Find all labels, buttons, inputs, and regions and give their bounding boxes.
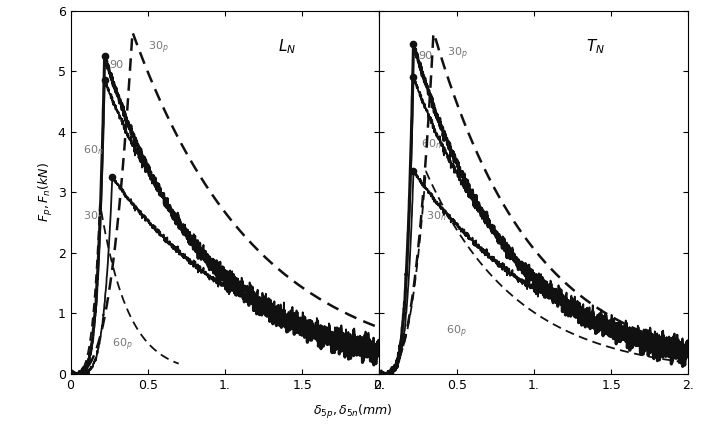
Text: $30_p$: $30_p$	[148, 40, 169, 56]
Text: 90: 90	[418, 51, 432, 61]
Text: $60_n$: $60_n$	[83, 143, 104, 157]
Text: $\delta_{5p}, \delta_{5n}(mm)$: $\delta_{5p}, \delta_{5n}(mm)$	[313, 403, 393, 421]
Text: $T_N$: $T_N$	[586, 38, 605, 57]
Y-axis label: $F_p, F_n(kN)$: $F_p, F_n(kN)$	[37, 162, 55, 222]
Text: $60_p$: $60_p$	[112, 336, 133, 353]
Text: $60_n$: $60_n$	[421, 137, 442, 151]
Text: $30_p$: $30_p$	[448, 45, 468, 62]
Text: $30_n$: $30_n$	[426, 210, 446, 224]
Text: 90: 90	[109, 60, 124, 70]
Text: $L_N$: $L_N$	[277, 38, 296, 57]
Text: $60_p$: $60_p$	[446, 324, 467, 340]
Text: $30_n$: $30_n$	[83, 210, 104, 224]
